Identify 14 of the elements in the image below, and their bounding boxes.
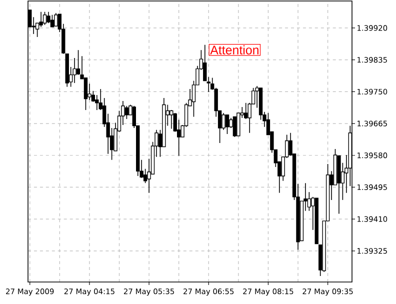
candlestick <box>46 11 50 24</box>
candlestick <box>222 112 226 130</box>
candlestick <box>225 114 230 134</box>
candlestick <box>39 11 43 28</box>
annotation: Attention <box>210 45 258 54</box>
candlestick <box>54 12 58 26</box>
candlestick <box>232 116 237 138</box>
candlestick <box>84 77 88 110</box>
candlestick <box>170 110 174 130</box>
candlestick <box>76 50 80 76</box>
candlestick <box>50 14 54 28</box>
candlestick <box>124 106 129 120</box>
candlestick <box>244 102 248 120</box>
candlestick <box>42 11 47 26</box>
